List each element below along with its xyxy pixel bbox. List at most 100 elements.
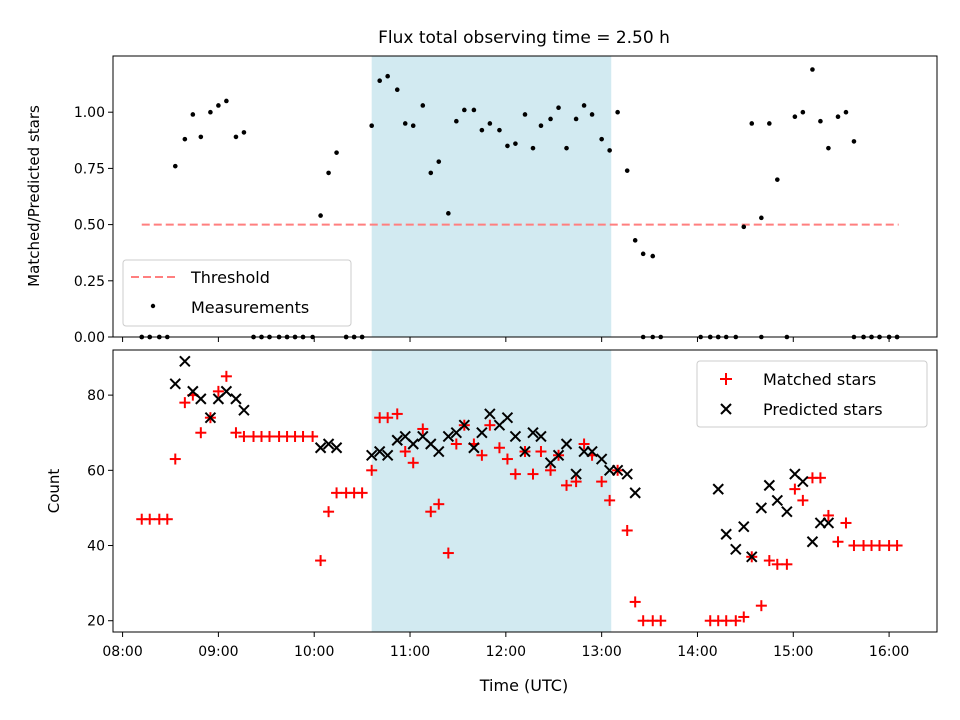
predicted-star-point bbox=[314, 442, 327, 454]
measurement-point bbox=[775, 177, 780, 182]
ratio-highlight-span bbox=[371, 56, 612, 337]
measurement-point bbox=[198, 134, 204, 140]
predicted-star-point bbox=[621, 468, 633, 480]
count-highlight-span bbox=[371, 350, 612, 632]
matched-star-point bbox=[822, 509, 834, 521]
predicted-star-point bbox=[195, 393, 207, 405]
measurement-point bbox=[369, 123, 374, 128]
matched-star-point bbox=[763, 555, 775, 567]
measurement-point bbox=[182, 136, 188, 142]
matched-star-point bbox=[195, 427, 207, 439]
legend-predicted-label: Predicted stars bbox=[763, 400, 883, 419]
predicted-star-point bbox=[433, 445, 445, 458]
matched-star-point bbox=[323, 506, 335, 518]
predicted-star-point bbox=[746, 551, 758, 563]
measurement-point bbox=[446, 211, 451, 216]
predicted-star-point bbox=[230, 393, 242, 405]
measurement-point bbox=[530, 145, 536, 151]
measurement-point bbox=[843, 109, 849, 115]
predicted-star-point bbox=[611, 464, 624, 477]
count-plot-frame bbox=[112, 349, 938, 633]
predicted-star-point bbox=[458, 419, 471, 431]
ratio-plot-frame bbox=[112, 55, 938, 338]
legend-threshold-label: Threshold bbox=[190, 268, 270, 287]
matched-star-point bbox=[720, 615, 732, 627]
predicted-star-point bbox=[476, 427, 488, 439]
ratio-legend-frame bbox=[122, 259, 352, 327]
predicted-star-point bbox=[519, 445, 531, 458]
measurement-point bbox=[538, 123, 544, 128]
measurement-point bbox=[640, 251, 646, 257]
matched-star-point bbox=[230, 427, 242, 439]
matched-star-point bbox=[771, 558, 783, 570]
y-tick-label: 20 bbox=[87, 614, 105, 630]
matched-star-point bbox=[789, 483, 801, 495]
legend-measurements-label: Measurements bbox=[191, 298, 309, 317]
measurement-point bbox=[741, 224, 747, 230]
chart-title: Flux total observing time = 2.50 h bbox=[378, 28, 670, 48]
predicted-star-point bbox=[797, 475, 809, 488]
measurement-point bbox=[410, 123, 416, 128]
measurement-point bbox=[462, 107, 467, 113]
matched-star-point bbox=[425, 506, 437, 518]
matched-star-point bbox=[144, 513, 156, 525]
matched-star-point bbox=[891, 540, 903, 552]
predicted-star-point bbox=[730, 543, 742, 555]
matched-star-point bbox=[417, 423, 429, 435]
predicted-star-point bbox=[220, 385, 233, 398]
measurement-point bbox=[385, 73, 390, 79]
measurement-point bbox=[428, 170, 434, 176]
measurement-point bbox=[377, 78, 382, 84]
predicted-star-point bbox=[238, 404, 250, 416]
predicted-star-point bbox=[468, 442, 480, 454]
predicted-star-point bbox=[391, 434, 403, 446]
matched-star-point bbox=[212, 385, 224, 397]
measurement-point bbox=[810, 67, 815, 72]
count-legend: Matched stars Predicted stars bbox=[696, 360, 928, 428]
measurement-point bbox=[650, 253, 656, 259]
ratio-legend: Threshold Measurements bbox=[122, 259, 352, 327]
x-tick-label: 16:00 bbox=[869, 644, 909, 660]
measurement-point bbox=[767, 121, 772, 126]
measurement-point bbox=[564, 145, 569, 151]
matched-star-point bbox=[655, 615, 667, 627]
measurement-point bbox=[471, 107, 477, 113]
predicted-star-point bbox=[560, 438, 573, 450]
matched-star-point bbox=[730, 615, 742, 627]
predicted-star-point bbox=[755, 502, 768, 514]
measurement-point bbox=[599, 136, 604, 142]
measurement-point bbox=[497, 127, 502, 133]
y-tick-label: 80 bbox=[87, 388, 105, 404]
matched-star-point bbox=[797, 494, 809, 506]
matched-star-point bbox=[509, 468, 521, 480]
predicted-star-point bbox=[586, 445, 598, 458]
matched-star-point bbox=[561, 479, 573, 491]
predicted-star-point bbox=[763, 479, 776, 492]
measurement-point bbox=[573, 116, 579, 122]
measurement-point bbox=[589, 112, 595, 117]
predicted-star-point bbox=[712, 483, 724, 495]
predicted-star-point bbox=[720, 528, 732, 540]
matched-star-point bbox=[493, 442, 505, 454]
matched-star-point bbox=[621, 524, 633, 536]
measurement-point bbox=[548, 116, 553, 122]
ratio-y-axis-label: Matched/Predicted stars bbox=[25, 105, 43, 287]
predicted-star-point bbox=[822, 517, 835, 529]
matched-star-point bbox=[391, 408, 403, 420]
matched-star-point bbox=[161, 513, 173, 525]
measurement-point bbox=[556, 105, 561, 111]
measurement-point bbox=[632, 238, 638, 243]
ratio-panel: 0.00 0.25 0.50 0.75 1.00 Matched/Predicted s… bbox=[25, 55, 938, 346]
matched-star-point bbox=[450, 438, 462, 450]
predicted-star-point bbox=[373, 445, 386, 458]
predicted-star-point bbox=[442, 430, 455, 443]
count-legend-frame bbox=[696, 360, 928, 428]
y-tick-label: 1.00 bbox=[74, 105, 105, 121]
measurement-point bbox=[792, 114, 798, 119]
measurement-point bbox=[436, 159, 442, 164]
predicted-star-point bbox=[509, 430, 522, 443]
matched-star-point bbox=[637, 615, 649, 627]
predicted-star-point bbox=[738, 521, 750, 533]
matched-star-point bbox=[169, 453, 181, 465]
